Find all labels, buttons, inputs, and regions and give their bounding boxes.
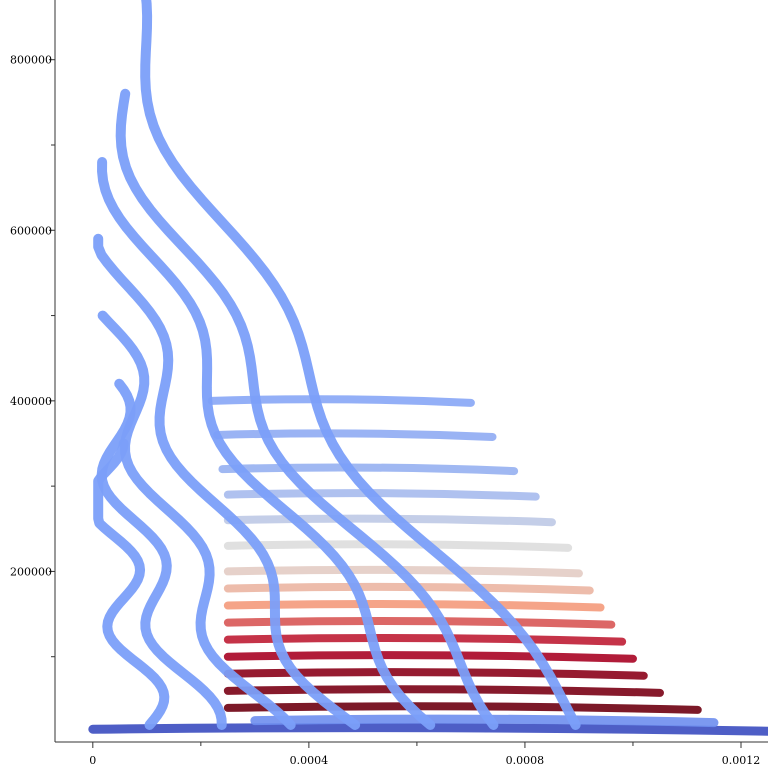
series-sweep	[93, 233, 361, 730]
series-sweep	[140, 0, 581, 730]
band-line	[218, 463, 519, 476]
band-line	[213, 429, 497, 441]
axes	[54, 0, 768, 743]
band-line	[223, 668, 648, 680]
series-sweep	[97, 157, 436, 730]
band-line	[223, 599, 605, 612]
x-tick-label: 0.0008	[506, 754, 545, 767]
band-line	[223, 540, 573, 552]
series-sweep	[96, 378, 227, 730]
series-sweep	[93, 438, 170, 730]
x-tick-label: 0	[89, 754, 96, 767]
plot-area	[88, 0, 768, 736]
x-tick-label: 0.0004	[290, 754, 329, 767]
band-line	[223, 685, 664, 697]
y-ticks: 200000 400000 600000 800000	[10, 54, 55, 658]
band-line	[207, 395, 475, 407]
x-ticks: 0 0.0004 0.0008 0.0012	[89, 742, 760, 767]
band-line	[223, 616, 616, 629]
y-tick-label: 200000	[10, 565, 52, 578]
series-sweep	[97, 310, 296, 730]
band-line	[223, 702, 702, 714]
band-line	[223, 634, 627, 646]
x-tick-label: 0.0012	[722, 754, 761, 767]
band-line	[223, 582, 594, 595]
y-tick-label: 600000	[10, 224, 52, 237]
y-tick-label: 400000	[10, 395, 52, 408]
series-sweep	[115, 88, 499, 730]
y-tick-label: 800000	[10, 54, 52, 67]
